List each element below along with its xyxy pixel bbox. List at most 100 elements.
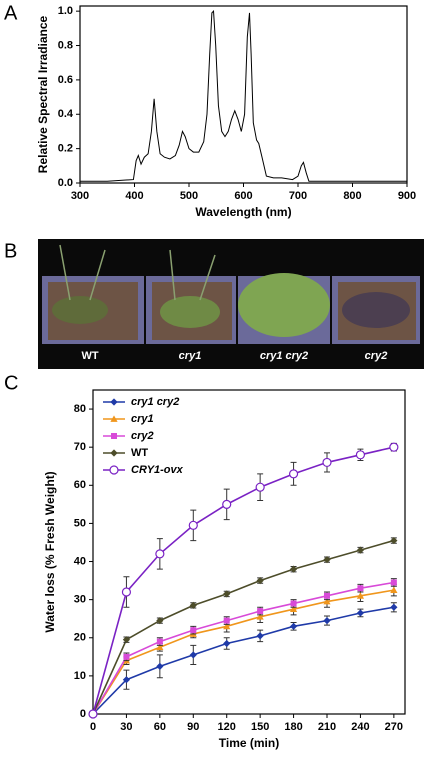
- marker: [257, 608, 264, 615]
- legend-marker: [110, 415, 118, 422]
- x-tick-label: 300: [71, 190, 89, 202]
- marker: [123, 653, 130, 660]
- x-tick-label: 500: [180, 190, 198, 202]
- y-tick-label: 0.6: [58, 74, 73, 86]
- series-line: [80, 9, 407, 182]
- stems: [59, 244, 216, 301]
- y-tick-label: 40: [74, 555, 86, 567]
- marker: [323, 556, 331, 564]
- marker: [189, 651, 197, 659]
- plant: [342, 292, 410, 328]
- marker: [289, 605, 298, 613]
- y-tick-label: 20: [74, 632, 86, 644]
- y-tick-label: 0.0: [58, 177, 73, 189]
- marker: [323, 617, 331, 625]
- y-tick-label: 60: [74, 479, 86, 491]
- series-line: [92, 589, 394, 715]
- y-tick-label: 70: [74, 441, 86, 453]
- marker: [323, 597, 331, 605]
- marker: [324, 592, 330, 599]
- x-tick-label: 700: [289, 190, 307, 202]
- x-tick-label: 60: [154, 721, 166, 733]
- legend-label: cry1: [131, 413, 154, 425]
- legend-marker: [110, 398, 118, 406]
- marker: [390, 586, 398, 593]
- legend-marker: [111, 433, 117, 439]
- marker: [255, 482, 265, 492]
- legend-label: cry1 cry2: [131, 396, 179, 408]
- genotype-label: cry1 cry2: [260, 350, 308, 362]
- marker: [357, 585, 364, 592]
- marker: [390, 579, 397, 586]
- x-tick-label: 400: [125, 190, 143, 202]
- series-line: [92, 581, 394, 715]
- plant: [52, 296, 108, 324]
- y-tick-label: 0.4: [58, 108, 74, 120]
- marker: [322, 457, 332, 468]
- marker: [256, 576, 264, 585]
- marker: [156, 643, 164, 651]
- y-axis-title: Water loss (% Fresh Weight): [43, 471, 57, 632]
- marker: [156, 638, 163, 645]
- x-axis-title: Wavelength (nm): [195, 205, 291, 219]
- plant: [160, 296, 220, 328]
- genotype-label: cry1: [179, 350, 202, 362]
- marker: [356, 592, 365, 599]
- marker: [389, 442, 399, 452]
- marker: [188, 520, 198, 530]
- marker: [288, 469, 299, 479]
- marker: [156, 617, 164, 625]
- x-tick-label: 600: [234, 190, 252, 202]
- marker: [189, 601, 197, 609]
- series-line: [92, 539, 395, 715]
- marker: [223, 617, 230, 624]
- x-tick-label: 150: [251, 721, 269, 733]
- marker: [223, 622, 231, 630]
- legend-label: cry2: [131, 430, 154, 442]
- x-tick-label: 210: [318, 721, 336, 733]
- legend-marker: [110, 449, 118, 457]
- y-tick-label: 0.2: [58, 143, 73, 155]
- marker: [256, 613, 264, 620]
- marker: [222, 499, 232, 509]
- x-tick-label: 90: [187, 721, 199, 733]
- series-line: [92, 606, 394, 715]
- plot-frame: [79, 5, 408, 184]
- marker: [155, 549, 165, 559]
- series-line: [92, 446, 395, 715]
- marker: [290, 600, 297, 607]
- marker: [355, 450, 366, 460]
- x-tick-label: 800: [343, 190, 361, 202]
- marker: [390, 603, 398, 611]
- y-tick-label: 1.0: [58, 5, 73, 17]
- marker: [256, 632, 264, 640]
- legend-marker: [109, 465, 119, 475]
- x-tick-label: 0: [90, 721, 96, 733]
- marker: [122, 676, 131, 684]
- marker: [223, 639, 231, 648]
- y-axis-title: Relative Spectral Irradiance: [36, 15, 50, 173]
- photo: WT cry1 cry1 cry2 cry2: [38, 239, 424, 369]
- marker: [190, 627, 197, 634]
- marker: [223, 590, 231, 598]
- plant: [238, 273, 330, 337]
- marker: [289, 565, 298, 573]
- x-tick-label: 270: [385, 721, 403, 733]
- x-tick-label: 30: [120, 721, 132, 733]
- marker: [88, 709, 98, 719]
- genotype-label: cry2: [365, 350, 388, 362]
- y-tick-label: 10: [74, 670, 86, 682]
- marker: [121, 587, 132, 597]
- panel-label: A: [4, 2, 18, 24]
- x-tick-label: 240: [351, 721, 369, 733]
- x-tick-label: 900: [398, 190, 416, 202]
- legend-label: WT: [131, 447, 148, 459]
- x-tick-label: 120: [218, 721, 236, 733]
- x-tick-label: 180: [284, 721, 302, 733]
- plot-frame: [92, 389, 406, 715]
- x-axis-title: Time (min): [219, 736, 279, 750]
- y-tick-label: 50: [74, 517, 86, 529]
- panel-label: C: [4, 372, 18, 394]
- marker: [289, 622, 298, 630]
